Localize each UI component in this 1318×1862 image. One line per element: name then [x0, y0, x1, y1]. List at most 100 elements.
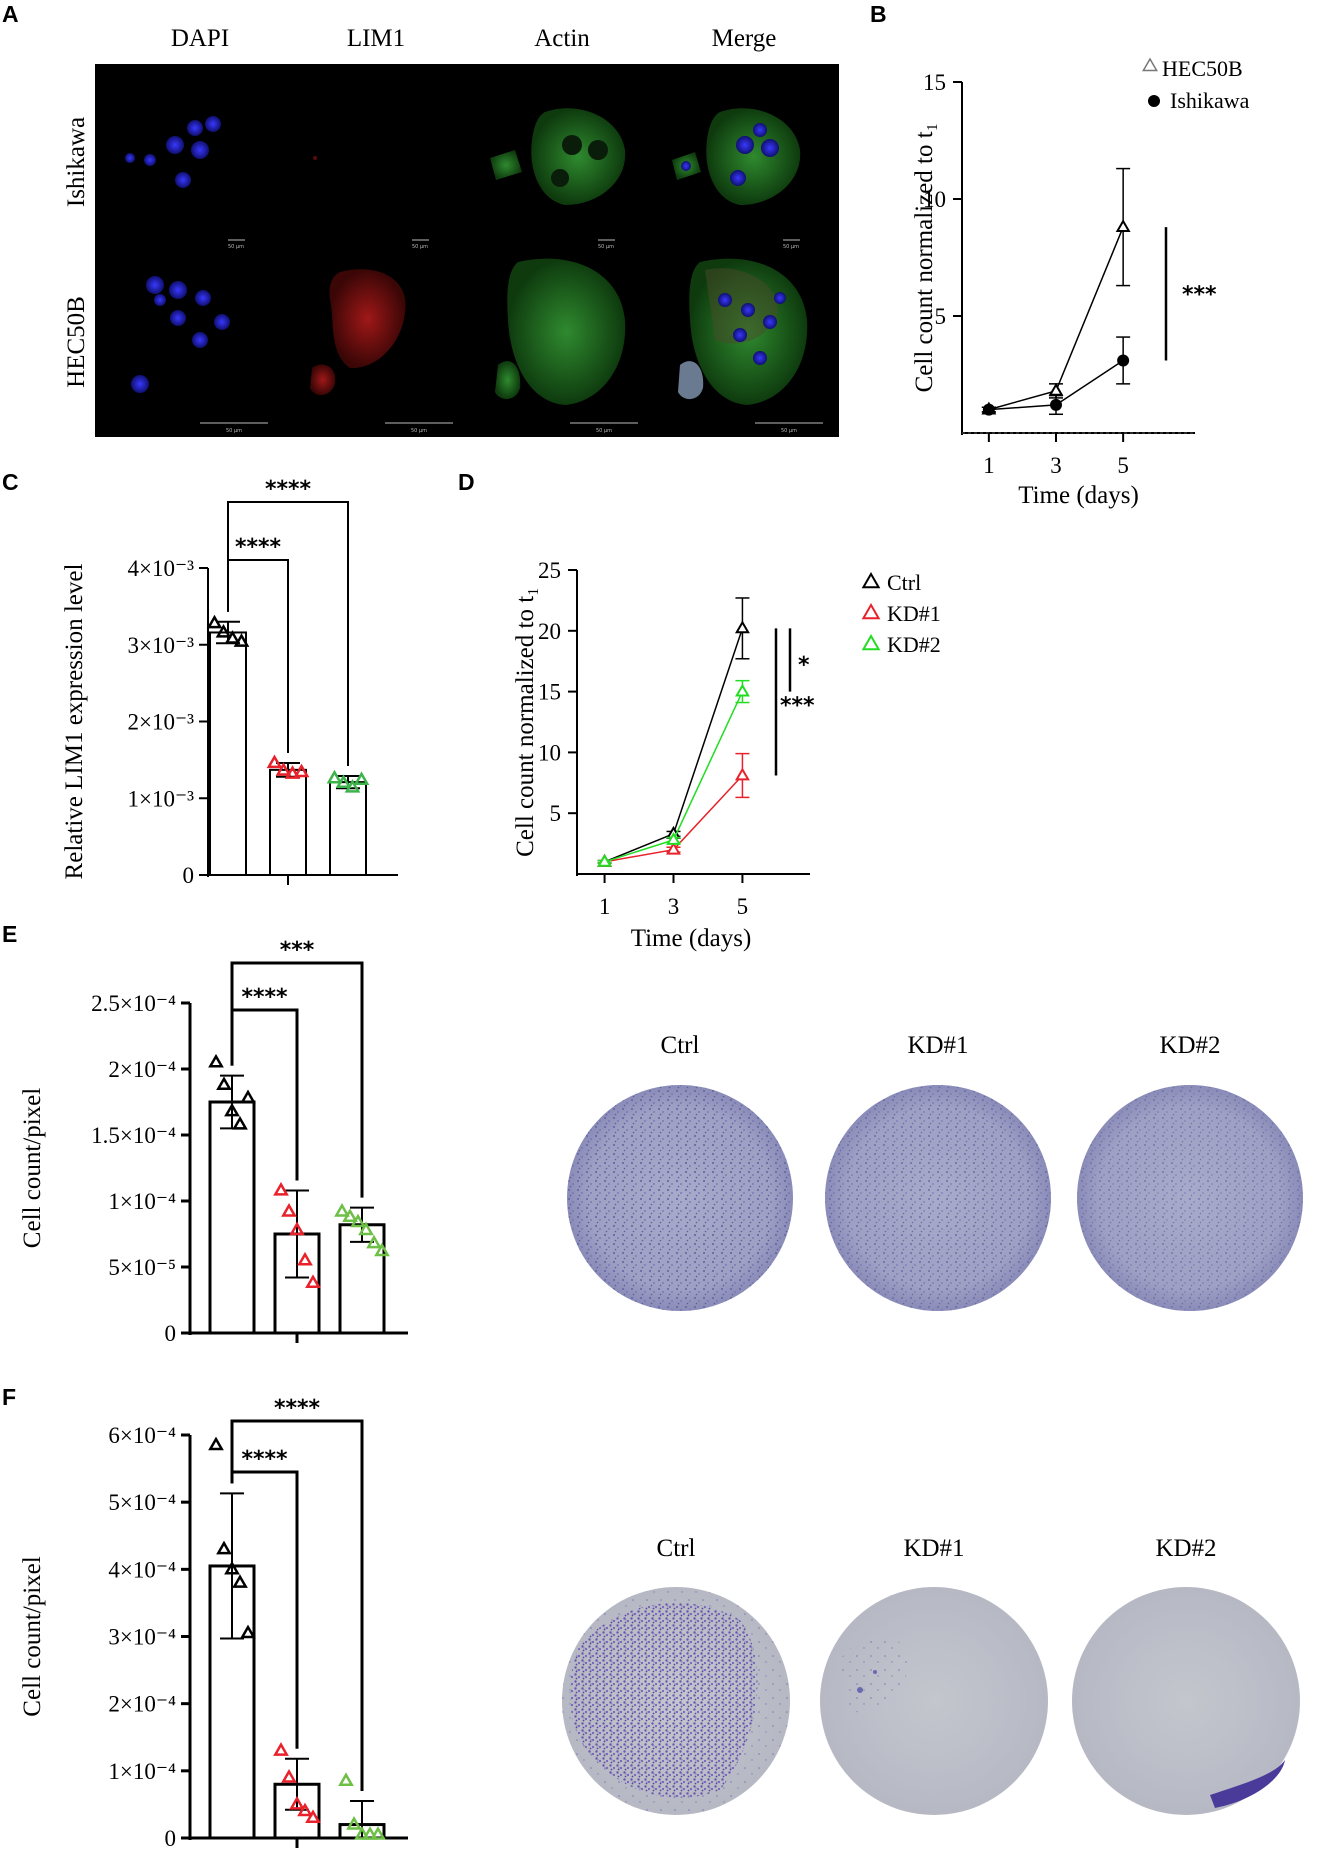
data-point [233, 633, 250, 647]
x-tick-label: 1 [599, 894, 611, 919]
data-point [232, 1574, 248, 1588]
chart-c-bar: 0 1×10⁻³ 2×10⁻³ 3×10⁻³ 4×10⁻³ Relative LIM1 e… [61, 477, 398, 888]
data-point [216, 1540, 232, 1555]
row-label-ishikawa: Ishikawa [63, 117, 90, 207]
x-tick-label: 3 [1050, 453, 1062, 478]
dish-f-kd1 [820, 1587, 1048, 1815]
y-tick-label: 0 [165, 1321, 177, 1346]
micrograph-ishikawa-lim1 [313, 156, 317, 160]
micrograph-hec50b-actin [495, 258, 626, 405]
data-point [305, 1274, 321, 1288]
comparison-stars: **** [241, 985, 288, 1010]
data-point [338, 1772, 354, 1787]
y-tick-label: 2×10⁻⁴ [108, 1057, 176, 1082]
dish-f-ctrl [562, 1587, 790, 1815]
y-tick-label: 20 [538, 619, 561, 644]
legend-label: Ishikawa [1170, 88, 1250, 113]
data-point [734, 620, 750, 634]
micrograph-hec50b-lim1 [310, 269, 406, 396]
y-axis-title: Cell count/pixel [19, 1088, 46, 1248]
panel-label-b: B [870, 1, 887, 27]
significance-stars: *** [780, 694, 815, 719]
panel-label-e: E [2, 921, 17, 947]
data-point [334, 1203, 350, 1217]
data-point [344, 778, 361, 793]
x-axis-title: Time (days) [631, 925, 752, 952]
x-tick-label: 3 [668, 894, 680, 919]
column-title-dapi: DAPI [171, 25, 229, 52]
significance-stars: *** [1182, 283, 1217, 308]
y-axis-title: Cell count/pixel [19, 1556, 46, 1716]
data-point [224, 1560, 240, 1575]
y-tick-label: 15 [538, 680, 561, 705]
data-point [335, 774, 352, 789]
data-point [293, 763, 310, 778]
data-point [350, 1213, 366, 1228]
data-point [346, 1816, 362, 1830]
data-point [734, 767, 750, 781]
bar [208, 1100, 256, 1335]
data-point [982, 403, 995, 416]
y-tick-label: 4×10⁻³ [127, 556, 194, 581]
data-point [224, 1102, 240, 1117]
y-tick-label: 2×10⁻⁴ [108, 1692, 176, 1717]
comparison-bracket [230, 961, 364, 1198]
y-tick-label: 4×10⁻⁴ [108, 1557, 176, 1582]
legend-label: HEC50B [1162, 56, 1243, 81]
data-point [366, 1234, 382, 1249]
data-point [374, 1242, 390, 1257]
legend-marker [1148, 95, 1160, 107]
data-point [666, 841, 681, 855]
chart-f-bar: 0 1×10⁻⁴ 2×10⁻⁴ 3×10⁻⁴ 4×10⁻⁴ 5×10⁻⁴ 6×10⁻⁴ Cel… [19, 1396, 408, 1851]
data-point [370, 1826, 386, 1840]
panel-e-dishes: Ctrl KD#1 KD#2 [567, 1032, 1303, 1311]
panel-label-a: A [2, 1, 19, 27]
bar [209, 631, 247, 876]
legend-marker [861, 633, 881, 651]
panel-f-dishes: Ctrl KD#1 KD#2 [562, 1535, 1300, 1815]
data-point [281, 1203, 297, 1217]
legend-label: KD#1 [887, 601, 941, 626]
dish-e-kd2 [1077, 1085, 1303, 1311]
data-point [1050, 398, 1062, 411]
micrograph-hec50b-dapi [131, 276, 230, 393]
y-tick-label: 0 [165, 1826, 177, 1851]
data-point [597, 853, 613, 867]
data-point [240, 1624, 256, 1639]
data-point [1117, 354, 1130, 367]
comparison-stars: **** [235, 535, 282, 560]
x-tick-label: 5 [1117, 453, 1129, 478]
data-point [266, 754, 283, 769]
y-axis-title: Relative LIM1 expression level [61, 564, 88, 880]
dish-e-kd1 [825, 1085, 1051, 1311]
data-point [216, 1076, 232, 1090]
legend-marker [1142, 57, 1158, 72]
micrograph-ishikawa-dapi [125, 116, 221, 188]
column-title-actin: Actin [534, 25, 590, 52]
data-point [666, 831, 681, 845]
dish-title-kd2: KD#2 [1159, 1032, 1220, 1059]
x-axis-title: Time (days) [1018, 482, 1139, 509]
data-point [215, 623, 232, 638]
chart-e-bar: 0 5×10⁻⁵ 1×10⁻⁴ 1.5×10⁻⁴ 2×10⁻⁴ 2.5×10⁻⁴ Cell … [19, 938, 408, 1346]
data-point [305, 1809, 321, 1823]
data-point [273, 1181, 289, 1196]
data-point [289, 1221, 305, 1236]
panel-label-f: F [2, 1384, 16, 1410]
data-point [297, 1802, 313, 1817]
legend-marker [861, 571, 881, 589]
comparison-stars: **** [265, 477, 312, 502]
chart-d-line: 5 10 15 20 25 1 3 5 Time (days) Cell count normal… [512, 558, 941, 952]
y-axis-title: Cell count normalized to t₁ [512, 587, 539, 857]
comparison-bracket [230, 1419, 364, 1792]
scalebar-label: 50 μm [598, 244, 614, 250]
scalebar-label: 50 μm [411, 428, 427, 434]
panel-label-c: C [2, 469, 19, 495]
data-point [240, 1089, 256, 1104]
panel-a-microscopy: DAPI LIM1 Actin Merge Ishikawa HEC50B [63, 25, 839, 437]
comparison-stars: **** [274, 1396, 321, 1421]
scalebar-label: 50 μm [228, 244, 244, 250]
data-point [224, 630, 241, 644]
scalebar-label: 50 μm [783, 244, 799, 250]
micrograph-ishikawa-merge [672, 108, 801, 205]
